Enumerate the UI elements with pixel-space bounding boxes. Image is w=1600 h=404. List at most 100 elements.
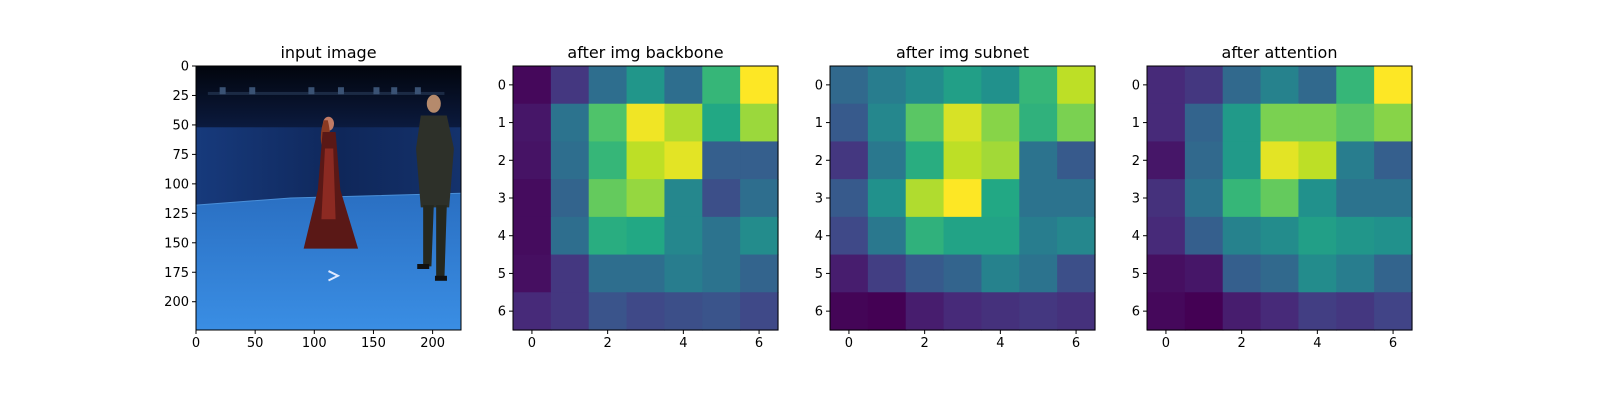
panel-2-ytick-label: 0 [815, 78, 823, 93]
person-2-head [426, 94, 441, 113]
panel-0-ytick-label: 75 [172, 148, 189, 163]
panel-0-title: input image [280, 43, 376, 62]
heatmap-cell [1147, 292, 1186, 331]
panel-2-xtick-label: 0 [845, 336, 853, 351]
floor-edge [195, 192, 462, 206]
panel-1-ytick-label: 2 [498, 154, 506, 169]
heatmap-cell [588, 292, 628, 331]
heatmap-cell [1260, 254, 1300, 293]
heatmap-cell [664, 179, 703, 218]
panel-0-ytick-label: 175 [164, 266, 189, 281]
heatmap-cell [1298, 141, 1337, 180]
heatmap-cell [1374, 292, 1413, 331]
heatmap-cell [513, 254, 552, 293]
heatmap-cell [588, 216, 628, 256]
panel-2-ytick-label: 6 [815, 305, 823, 320]
camera-light [308, 87, 315, 95]
heatmap-cell [1260, 292, 1300, 331]
heatmap-cell [905, 179, 945, 218]
panel-2-ytick-label: 2 [815, 154, 823, 169]
heatmap-cell [588, 103, 628, 143]
heatmap-cell [740, 254, 779, 293]
heatmap-cell [1184, 179, 1224, 218]
heatmap-cell [550, 179, 590, 218]
heatmap-cell [1057, 141, 1096, 180]
panel-0-xtick-label: 150 [361, 336, 386, 351]
heatmap-cell [1019, 103, 1058, 143]
heatmap-cell [867, 179, 907, 218]
heatmap-cell [1184, 141, 1224, 180]
panel-3-ytick-label: 4 [1132, 229, 1140, 244]
panel-1-title: after img backbone [567, 43, 723, 62]
panel-0-xtick-label: 0 [192, 336, 200, 351]
panel-1-heatmap [512, 65, 779, 331]
heatmap-cell [867, 103, 907, 143]
heatmap-cell [740, 179, 779, 218]
camera-light [337, 87, 344, 95]
heatmap-cell [1019, 292, 1058, 331]
panel-3-xtick-label: 2 [1238, 336, 1246, 351]
heatmap-cell [1147, 216, 1186, 256]
heatmap-cell [830, 179, 869, 218]
heatmap-cell [830, 216, 869, 256]
heatmap-cell [1184, 254, 1224, 293]
heatmap-cell [1019, 216, 1058, 256]
heatmap-cell [1057, 66, 1096, 105]
panel-3-ytick-label: 5 [1132, 267, 1140, 282]
heatmap-cell [513, 103, 552, 143]
camera-light [414, 87, 421, 95]
heatmap-cell [664, 66, 703, 105]
heatmap-cell [1222, 254, 1262, 293]
heatmap-cell [905, 66, 945, 105]
floor-marker [328, 270, 341, 282]
heatmap-cell [626, 141, 666, 180]
heatmap-cell [1260, 66, 1300, 105]
panel-1-axes: 0 2 4 6 0 1 2 3 4 5 6 [498, 78, 763, 351]
heatmap-cell [550, 216, 590, 256]
heatmap-cell [981, 292, 1020, 331]
panel-2-xtick-label: 4 [996, 336, 1004, 351]
heatmap-cell [626, 179, 666, 218]
studio-floor [196, 193, 461, 330]
camera-light [219, 87, 226, 95]
person-2-leg-left [423, 205, 434, 267]
heatmap-cell [1336, 216, 1375, 256]
heatmap-cell [1222, 103, 1262, 143]
heatmap-cell [513, 179, 552, 218]
heatmap-cell [513, 216, 552, 256]
panel-2-axes: 0 2 4 6 0 1 2 3 4 5 6 [815, 78, 1080, 351]
panel-3-title: after attention [1222, 43, 1338, 62]
heatmap-cell [905, 216, 945, 256]
panel-2-ytick-label: 3 [815, 192, 823, 207]
panel-0-frame [195, 65, 462, 331]
panel-0-xtick-label: 100 [302, 336, 327, 351]
heatmap-cell [830, 103, 869, 143]
heatmap-cell [1374, 254, 1413, 293]
heatmap-cell [1374, 179, 1413, 218]
panel-1-xtick-label: 4 [679, 336, 687, 351]
heatmap-cell [740, 216, 779, 256]
camera-light [249, 87, 256, 95]
heatmap-cell [943, 141, 983, 180]
panel-2-ytick-label: 1 [815, 116, 823, 131]
heatmap-cell [1222, 216, 1262, 256]
panel-1-xtick-label: 2 [604, 336, 612, 351]
heatmap-cell [1260, 141, 1300, 180]
panel-3-xtick-label: 4 [1313, 336, 1321, 351]
heatmap-cell [867, 141, 907, 180]
heatmap-cell [626, 103, 666, 143]
heatmap-cell [981, 103, 1020, 143]
heatmap-cell [1019, 141, 1058, 180]
heatmap-cell [550, 141, 590, 180]
heatmap-cell [702, 292, 741, 331]
heatmap-cell [588, 179, 628, 218]
panel-0-xtick-label: 50 [247, 336, 264, 351]
panel-1-ytick-label: 1 [498, 116, 506, 131]
heatmap-cell [1298, 66, 1337, 105]
heatmap-cell [626, 292, 666, 331]
person-2-shoe-right [434, 275, 447, 281]
panel-2-ytick-label: 5 [815, 267, 823, 282]
panel-0-ytick-label: 100 [164, 177, 189, 192]
heatmap-cell [513, 66, 552, 105]
